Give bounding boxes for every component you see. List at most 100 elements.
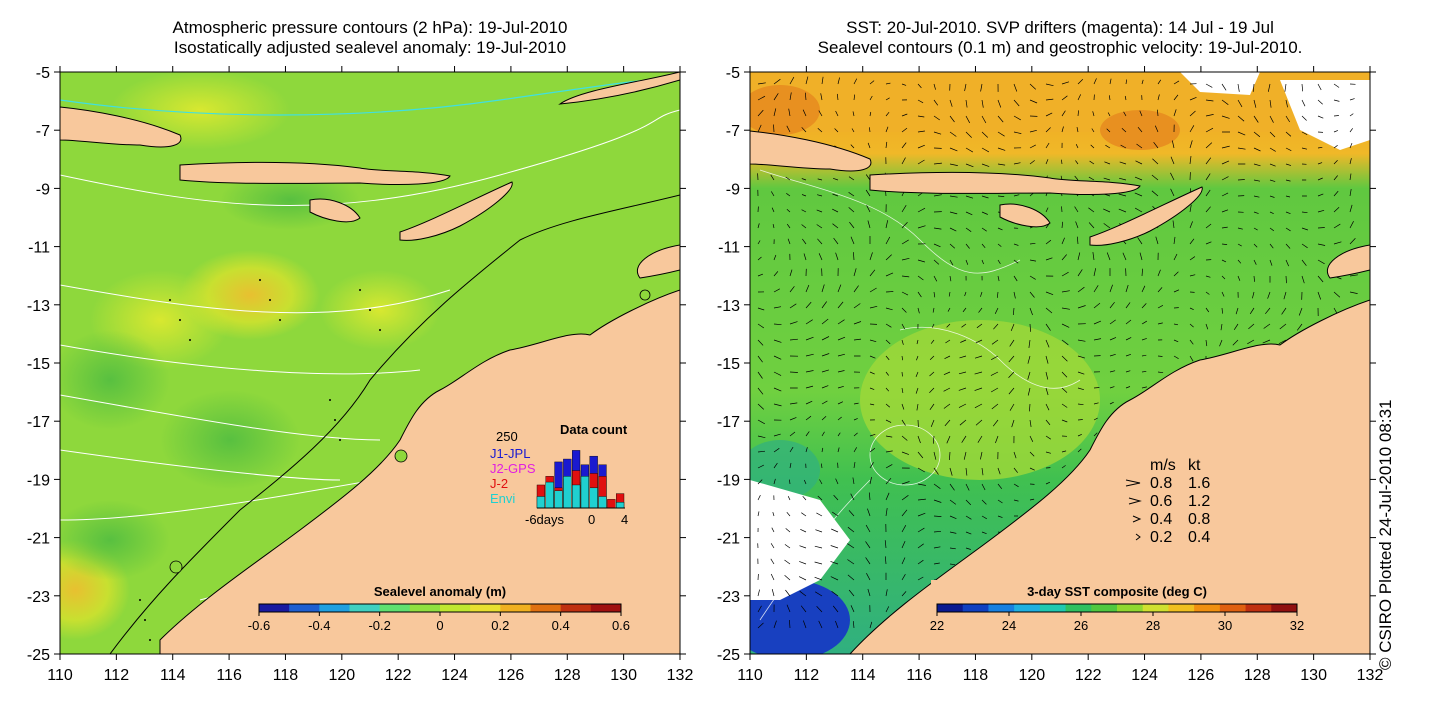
x-tick-label: 112: [794, 667, 820, 684]
java-island: [60, 106, 182, 148]
x-tick-label: 124: [441, 667, 468, 684]
colorbar-tick-label: 0: [436, 618, 443, 633]
data-count-xlabel: 0: [588, 512, 595, 527]
geostrophic-vectors: [757, 76, 1358, 636]
data-count-bar: [554, 490, 563, 509]
lesser-sunda-islands: [869, 171, 1141, 196]
colorbar-tick-label: 26: [1074, 618, 1088, 633]
colorbar-swatch: [259, 604, 290, 612]
velocity-legend-kt: 1.6: [1188, 475, 1210, 492]
colorbar-swatch: [319, 604, 350, 612]
anomaly-high-3: [320, 270, 440, 350]
x-tick-label: 122: [1075, 667, 1102, 684]
x-tick-label: 126: [498, 667, 525, 684]
colorbar-swatch: [289, 604, 320, 612]
colorbar-tick-label: 30: [1218, 618, 1232, 633]
tide-gauge-1: [639, 289, 651, 301]
sst-cool-1: [750, 440, 820, 500]
anomaly-low-3: [60, 500, 170, 580]
y-tick-label: -21: [717, 531, 740, 548]
anomaly-low-2: [160, 390, 300, 490]
colorbar-swatch: [500, 604, 531, 612]
sst-missing-data: [750, 72, 1370, 600]
velocity-legend: m/s kt0.8 1.60.6 1.20.4 0.80.2 0.4: [1125, 457, 1210, 546]
ne-land: [1327, 244, 1370, 279]
velocity-legend-kt: 0.4: [1188, 529, 1210, 546]
data-count-bar: [563, 476, 572, 509]
x-tick-label: 118: [963, 667, 989, 684]
x-tick-label: 130: [1300, 667, 1327, 684]
north-land: [558, 72, 680, 105]
y-tick-label: -23: [717, 589, 740, 606]
tide-gauge-3: [169, 560, 183, 574]
y-tick-label: -25: [717, 647, 740, 664]
right-map: [750, 72, 1370, 654]
y-tick-label: -9: [36, 181, 50, 198]
x-tick-label: 112: [104, 667, 130, 684]
colorbar-tick-label: 24: [1002, 618, 1016, 633]
velocity-arrow: [1132, 515, 1142, 523]
colorbar-frame: [936, 603, 1298, 613]
sst-warm-spot-1: [750, 85, 820, 135]
colorbar-swatch: [1117, 604, 1144, 612]
credit-text: © CSIRO Plotted 24-Jul-2010 08:31: [1376, 399, 1395, 670]
colorbar-swatch: [988, 604, 1015, 612]
data-count-legend-item: J2-GPS: [490, 461, 536, 476]
x-tick-label: 130: [610, 667, 637, 684]
colorbar-swatch: [1219, 604, 1247, 612]
x-tick-label: 116: [216, 667, 242, 684]
y-tick-label: -5: [726, 65, 740, 82]
y-tick-label: -9: [726, 181, 740, 198]
y-tick-label: -19: [717, 472, 740, 489]
left-colorbar: Sealevel anomaly (m) -0.6 -0.4 -0.2 0 0.2 0.4 0…: [248, 580, 630, 633]
colorbar-swatch: [1245, 604, 1272, 612]
velocity-arrow: [1125, 479, 1141, 487]
colorbar-swatch: [349, 604, 381, 612]
timor-island: [399, 181, 513, 241]
colorbar-swatch: [560, 604, 592, 612]
data-count-title: Data count: [560, 422, 628, 437]
right-colorbar: 3-day SST composite (deg C) 22 24 26 28 30 32: [930, 580, 1304, 633]
colorbar-swatch: [1091, 604, 1118, 612]
low-pressure-dots: [139, 279, 381, 641]
colorbar-swatch: [937, 604, 964, 612]
y-tick-label: -7: [36, 123, 50, 140]
data-count-bar: [616, 502, 625, 509]
y-tick-label: -23: [27, 589, 50, 606]
colorbar-swatch: [1014, 604, 1041, 612]
right-panel-title: SST: 20-Jul-2010. SVP drifters (magenta)…: [750, 18, 1370, 58]
colorbar-swatch: [1271, 604, 1298, 612]
sumba-island: [999, 203, 1051, 228]
data-count-legend-item: J1-JPL: [490, 446, 530, 461]
data-count-ymax: 250: [496, 429, 518, 444]
colorbar-tick-label: 0.6: [612, 618, 630, 633]
colorbar-tick-label: -0.2: [368, 618, 390, 633]
sst-warm-band: [750, 72, 1370, 132]
data-count-bar: [536, 496, 546, 509]
y-tick-label: -21: [27, 531, 50, 548]
velocity-legend-ms: 0.4: [1150, 511, 1172, 528]
left-land: [60, 72, 680, 654]
velocity-legend-header-kt: kt: [1188, 457, 1201, 474]
colorbar-title: 3-day SST composite (deg C): [1027, 584, 1207, 599]
x-tick-label: 116: [906, 667, 932, 684]
right-axes: -5 -7 -9 -11 -13 -15 -17 -19 -21 -23 -25 110 112 114 1…: [717, 65, 1384, 684]
left-axes: -5 -7 -9 -11 -13 -15 -17 -19 -21 -23 -25 110 112 114 1…: [27, 65, 694, 684]
data-count-legend-item: Envi: [490, 491, 515, 506]
velocity-arrow: [1128, 497, 1142, 505]
velocity-legend-kt: 1.2: [1188, 493, 1210, 510]
bathymetry-200m: [109, 194, 680, 654]
sst-mid-warm: [860, 320, 1100, 480]
australia-mainland: [849, 299, 1370, 654]
timor-island: [1089, 186, 1203, 246]
x-tick-label: 120: [328, 667, 355, 684]
sumba-island: [309, 198, 361, 223]
colorbar-swatch: [1168, 604, 1195, 612]
colorbar-tick-label: 32: [1290, 618, 1304, 633]
data-count-legend-item: J-2: [490, 476, 508, 491]
colorbar-tick-label: 0.2: [491, 618, 509, 633]
colorbar-tick-label: -0.6: [248, 618, 270, 633]
x-tick-label: 114: [850, 667, 876, 684]
data-count-xlabel: 4: [621, 512, 628, 527]
